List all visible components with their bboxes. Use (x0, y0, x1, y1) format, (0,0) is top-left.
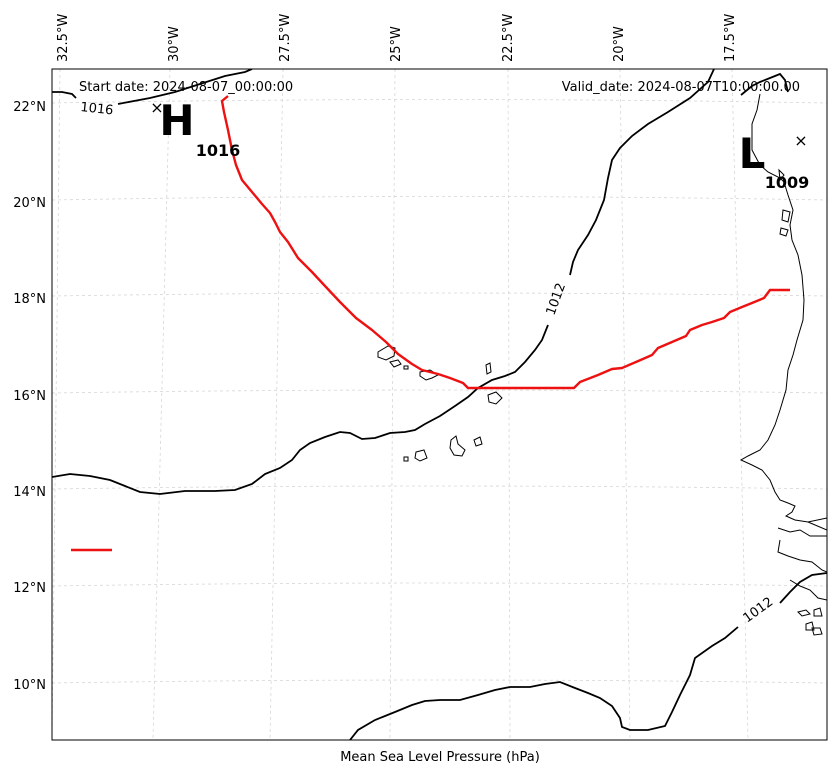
bissagos-islands (797, 607, 823, 636)
lat-label-18n: 18°N (13, 292, 46, 307)
lon-label-32-5w: 32.5°W (56, 14, 71, 62)
contour-label-1016: 1016 (80, 100, 114, 118)
guinea-coast (789, 579, 827, 601)
isobar-1012-main-upper (569, 69, 715, 276)
high-pressure-letter: H (159, 96, 194, 145)
contour-label-1012-mid: 1012 (544, 281, 569, 317)
high-pressure-x-marker: × (150, 98, 163, 117)
isobar-contours (52, 69, 827, 740)
lat-label-20n: 20°N (13, 196, 46, 211)
high-pressure-value: 1016 (196, 141, 241, 160)
valid-date-label: Valid_date: 2024-08-07T10:00:00.00 (562, 80, 800, 95)
isobar-1012-south-lower (349, 626, 739, 740)
storm-track-line (220, 95, 790, 390)
guinea-bissau-coast (777, 539, 827, 573)
gambia-coast (777, 521, 827, 537)
lat-label-16n: 16°N (13, 389, 46, 404)
lon-label-30w: 30°W (167, 26, 182, 62)
graticule (52, 69, 827, 740)
contour-label-1012-south: 1012 (741, 595, 777, 627)
start-date-label: Start date: 2024-08-07_00:00:00 (79, 80, 293, 95)
isobar-east-fragment (740, 72, 789, 96)
lon-label-27-5w: 27.5°W (278, 14, 293, 62)
lon-label-17-5w: 17.5°W (723, 14, 738, 62)
map-frame (51, 68, 828, 741)
cape-verde-islands (377, 345, 503, 462)
isobar-1016-top-left (52, 91, 77, 99)
lat-label-22n: 22°N (13, 100, 46, 115)
low-pressure-letter: L (739, 129, 766, 178)
lat-label-14n: 14°N (13, 485, 46, 500)
isobar-1016-top (117, 69, 253, 105)
isobar-1012-south-upper (779, 572, 827, 604)
lon-label-22-5w: 22.5°W (501, 14, 516, 62)
x-axis-label: Mean Sea Level Pressure (hPa) (340, 750, 540, 765)
canary-coast-bits (778, 168, 791, 237)
lon-label-25w: 25°W (389, 26, 404, 62)
lat-label-12n: 12°N (13, 581, 46, 596)
lon-label-20w: 20°W (612, 26, 627, 62)
lat-label-10n: 10°N (13, 678, 46, 693)
isobar-1012-main (52, 324, 549, 495)
low-pressure-value: 1009 (765, 173, 810, 192)
low-pressure-x-marker: × (794, 131, 807, 150)
